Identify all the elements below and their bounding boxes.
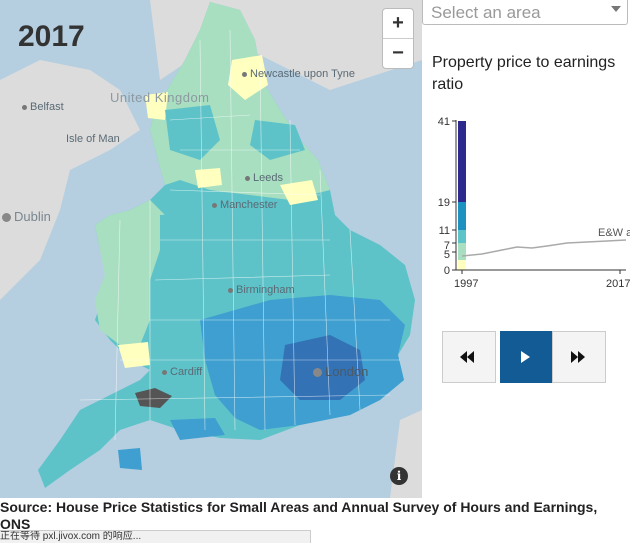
- zoom-in-button[interactable]: +: [392, 12, 404, 34]
- legend-tick-7: 7: [444, 240, 450, 252]
- year-label: 2017: [18, 20, 85, 53]
- label-birmingham: Birmingham: [228, 284, 295, 296]
- browser-status-bar: 正在等待 pxl.jivox.com 的响应...: [0, 530, 311, 543]
- play-button[interactable]: [500, 331, 554, 383]
- zoom-divider: [383, 38, 413, 39]
- city-dot-icon: [228, 287, 233, 293]
- district-boundaries: [79, 29, 400, 441]
- legend-band-5-7: [458, 243, 466, 260]
- area-select[interactable]: Select an area: [422, 0, 628, 25]
- legend-band-7-11: [458, 230, 466, 243]
- region-london: [280, 335, 365, 400]
- city-dot-icon: [2, 213, 11, 223]
- legend-tick-0: 0: [444, 265, 450, 277]
- region-wales: [95, 200, 165, 345]
- chevron-down-icon: [611, 6, 621, 12]
- region-southwest-blue-3: [118, 448, 142, 470]
- city-dot-icon: [245, 175, 250, 181]
- region-wales-yellow: [118, 342, 150, 368]
- legend-tick-41: 41: [438, 116, 450, 128]
- zoom-control: + −: [382, 8, 414, 69]
- average-line-label: E&W a: [598, 227, 630, 239]
- label-london: London: [313, 364, 368, 379]
- legend-band-19-41: [458, 121, 466, 202]
- fast-forward-icon: [571, 351, 585, 363]
- source-note: Source: House Price Statistics for Small…: [0, 499, 598, 532]
- rewind-button[interactable]: [442, 331, 496, 383]
- region-southwest-blue-2: [170, 418, 225, 440]
- area-select-placeholder: Select an area: [431, 3, 541, 22]
- average-line: [461, 239, 627, 257]
- city-dot-icon: [212, 202, 217, 208]
- legend-x-end: 2017: [606, 278, 630, 290]
- choropleth-map[interactable]: [0, 0, 422, 498]
- city-dot-icon: [242, 71, 247, 77]
- legend-x-start: 1997: [454, 278, 478, 290]
- city-dot-icon: [22, 104, 27, 110]
- region-north-yellow-4: [195, 168, 222, 188]
- region-north-yellow-1: [228, 55, 268, 100]
- rewind-icon: [460, 351, 474, 363]
- legend-tick-5: 5: [444, 249, 450, 261]
- fast-forward-button[interactable]: [552, 331, 606, 383]
- region-north-teal-1: [165, 105, 220, 160]
- legend-title: Property price to earnings ratio: [432, 54, 616, 93]
- label-leeds: Leeds: [245, 172, 283, 184]
- legend-band-11-19: [458, 202, 466, 230]
- map-panel[interactable]: 2017 + − United Kingdom Newcastle upon T…: [0, 0, 422, 498]
- city-dot-icon: [162, 369, 167, 375]
- label-newcastle: Newcastle upon Tyne: [242, 68, 355, 80]
- info-icon[interactable]: i: [390, 467, 408, 485]
- region-midlands: [160, 210, 335, 320]
- label-country: United Kingdom: [110, 90, 210, 105]
- city-dot-icon: [313, 368, 322, 378]
- label-manchester: Manchester: [212, 199, 277, 211]
- label-dublin: Dublin: [2, 209, 51, 224]
- region-no-data: [135, 388, 172, 408]
- continent-landmass: [390, 410, 422, 498]
- legend-tick-19: 19: [438, 197, 450, 209]
- label-cardiff: Cardiff: [162, 366, 202, 378]
- legend-band-0-5: [458, 260, 466, 270]
- label-isle-of-man: Isle of Man: [66, 133, 120, 145]
- ireland-landmass: [0, 60, 140, 300]
- legend-tick-11: 11: [439, 225, 450, 237]
- legend-chart: 41 19 11 7 5 0 1997 2017 E&W a: [438, 116, 630, 290]
- region-north-yellow-2: [145, 92, 168, 120]
- zoom-out-button[interactable]: −: [392, 42, 404, 64]
- play-icon: [521, 351, 530, 363]
- region-southwest-blue-1: [205, 318, 248, 358]
- region-north-yellow-3: [280, 180, 318, 205]
- label-belfast: Belfast: [22, 101, 64, 113]
